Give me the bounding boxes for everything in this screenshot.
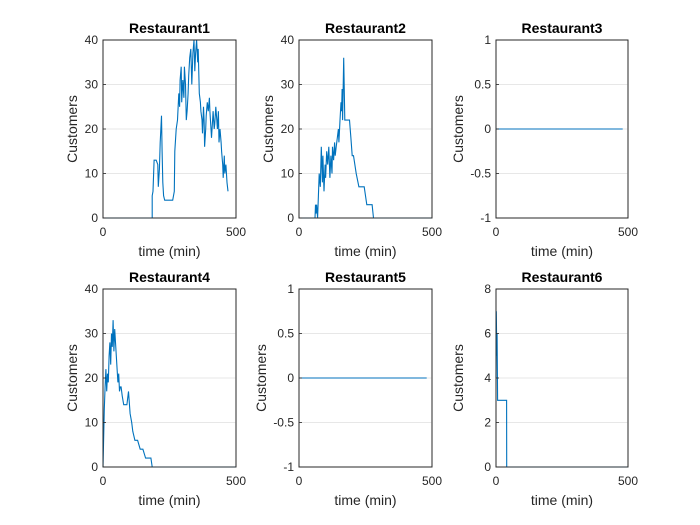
x-tick-label: 500 (226, 225, 246, 239)
y-tick-label: 4 (484, 371, 491, 385)
y-tick-label: 0.5 (277, 327, 294, 341)
y-tick-label: 8 (484, 282, 491, 296)
y-tick-label: 0.5 (474, 78, 491, 92)
y-axis-label: Customers (260, 95, 276, 163)
x-tick-label: 500 (618, 225, 638, 239)
x-tick-label: 500 (226, 474, 246, 488)
x-tick-label: 0 (296, 225, 303, 239)
y-tick-label: 0 (484, 460, 491, 474)
x-tick-label: 500 (422, 225, 442, 239)
y-tick-label: 40 (281, 33, 295, 47)
y-tick-label: 20 (85, 371, 99, 385)
y-tick-label: -0.5 (470, 167, 491, 181)
x-tick-label: 500 (618, 474, 638, 488)
subplot-title: Restaurant2 (325, 20, 406, 36)
x-tick-label: 0 (493, 225, 500, 239)
y-tick-label: 10 (281, 167, 295, 181)
x-tick-label: 0 (100, 225, 107, 239)
y-axis-label: Customers (64, 95, 80, 163)
y-axis-label: Customers (253, 344, 269, 412)
y-tick-label: 10 (85, 416, 99, 430)
y-tick-label: 0 (484, 122, 491, 136)
x-tick-label: 500 (422, 474, 442, 488)
x-axis-label: time (min) (334, 243, 396, 259)
subplot-5: -1 -0.5 0 0.5 1 0 500 Restaurant5 time (min) Cust… (253, 269, 442, 508)
y-tick-label: -1 (480, 211, 491, 225)
x-axis-label: time (min) (531, 492, 593, 508)
subplot-title: Restaurant5 (325, 269, 406, 285)
y-tick-label: -1 (283, 460, 294, 474)
y-tick-label: 40 (85, 33, 99, 47)
y-tick-label: 6 (484, 327, 491, 341)
x-tick-label: 0 (100, 474, 107, 488)
y-tick-label: 1 (287, 282, 294, 296)
y-tick-label: 10 (85, 167, 99, 181)
y-tick-label: 40 (85, 282, 99, 296)
subplot-2: 0 10 20 30 40 0 500 Restaurant2 time (min) Custom… (260, 20, 442, 259)
series-line (299, 57, 432, 219)
y-tick-label: 0 (287, 371, 294, 385)
subplot-title: Restaurant1 (129, 20, 210, 36)
y-tick-label: 0 (91, 211, 98, 225)
y-tick-label: 20 (281, 122, 295, 136)
x-axis-label: time (min) (531, 243, 593, 259)
y-axis-label: Customers (450, 95, 466, 163)
x-axis-label: time (min) (138, 492, 200, 508)
subplot-6: 0 2 4 6 8 0 500 Restaurant6 time (min) Customers (450, 269, 638, 508)
x-tick-label: 0 (493, 474, 500, 488)
y-tick-label: 30 (281, 78, 295, 92)
subplot-title: Restaurant3 (522, 20, 603, 36)
x-axis-label: time (min) (138, 243, 200, 259)
y-tick-label: -0.5 (273, 416, 294, 430)
subplot-title: Restaurant6 (522, 269, 603, 285)
subplot-title: Restaurant4 (129, 269, 210, 285)
subplot-3: -1 -0.5 0 0.5 1 0 500 Restaurant3 time (min) Cust… (450, 20, 638, 259)
y-tick-label: 30 (85, 327, 99, 341)
series-line (103, 39, 229, 219)
y-tick-label: 1 (484, 33, 491, 47)
y-tick-label: 0 (287, 211, 294, 225)
subplot-1: 0 10 20 30 40 0 500 Restaurant1 time (min) Custom… (64, 20, 246, 259)
y-tick-label: 2 (484, 416, 491, 430)
subplot-4: 0 10 20 30 40 0 500 Restaurant4 time (min) Custom… (64, 269, 246, 508)
x-axis-label: time (min) (334, 492, 396, 508)
x-tick-label: 0 (296, 474, 303, 488)
y-axis-label: Customers (450, 344, 466, 412)
y-axis-label: Customers (64, 344, 80, 412)
y-tick-label: 30 (85, 78, 99, 92)
y-tick-label: 0 (91, 460, 98, 474)
y-tick-label: 20 (85, 122, 99, 136)
